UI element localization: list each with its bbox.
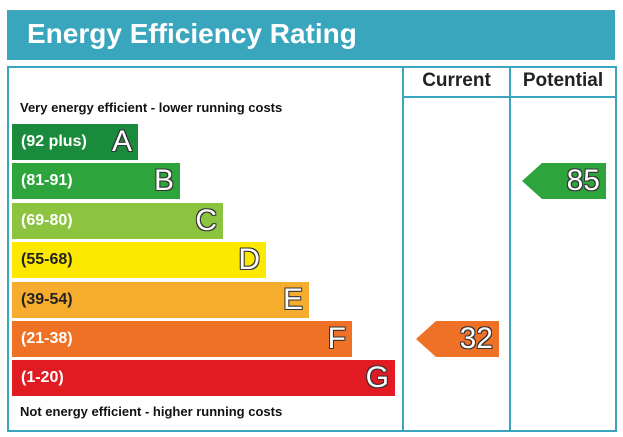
column-header-divider bbox=[402, 96, 617, 98]
band-f: (21-38) F bbox=[12, 321, 352, 357]
band-letter: C bbox=[195, 203, 217, 237]
band-range-label: (1-20) bbox=[21, 369, 64, 387]
band-range-label: (92 plus) bbox=[21, 133, 87, 150]
potential-rating-arrow-value: 85 bbox=[566, 164, 600, 198]
band-b: (81-91) B bbox=[12, 163, 180, 200]
band-range-label: (55-68) bbox=[21, 251, 73, 269]
band-letter: E bbox=[282, 282, 303, 316]
band-letter: A bbox=[111, 125, 132, 158]
potential-column-divider bbox=[509, 66, 511, 432]
band-g: (1-20) G bbox=[12, 360, 395, 397]
band-range-label: (69-80) bbox=[21, 211, 73, 229]
band-letter: D bbox=[238, 243, 260, 277]
top-caption: Very energy efficient - lower running co… bbox=[20, 100, 283, 115]
band-letter: B bbox=[153, 164, 174, 198]
potential-rating-arrow: 85 bbox=[522, 163, 606, 200]
potential-column-header: Potential bbox=[522, 70, 604, 91]
header-bar: Energy Efficiency Rating bbox=[7, 10, 615, 60]
band-letter: G bbox=[365, 361, 389, 395]
bottom-caption: Not energy efficient - higher running co… bbox=[20, 404, 283, 419]
band-a: (92 plus) A bbox=[12, 124, 138, 160]
band-e: (39-54) E bbox=[12, 281, 309, 318]
current-rating-arrow-value: 32 bbox=[459, 322, 493, 355]
current-column-divider bbox=[402, 66, 404, 432]
current-rating-arrow: 32 bbox=[416, 321, 499, 357]
page-title: Energy Efficiency Rating bbox=[27, 18, 357, 49]
band-range-label: (39-54) bbox=[21, 290, 73, 308]
band-range-label: (81-91) bbox=[21, 172, 73, 190]
current-column-header: Current bbox=[422, 70, 491, 91]
rating-frame bbox=[7, 66, 617, 432]
band-d: (55-68) D bbox=[12, 242, 266, 279]
band-range-label: (21-38) bbox=[21, 330, 73, 347]
band-c: (69-80) C bbox=[12, 202, 223, 239]
band-letter: F bbox=[327, 322, 346, 355]
